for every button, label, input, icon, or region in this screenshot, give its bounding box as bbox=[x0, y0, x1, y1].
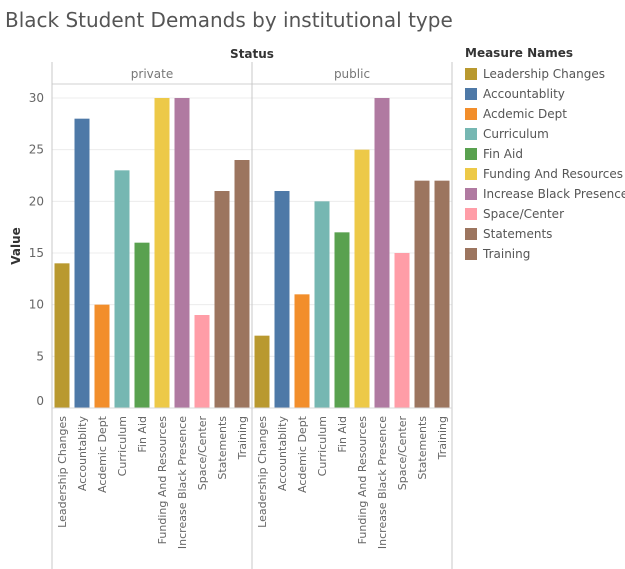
bar bbox=[354, 149, 370, 408]
legend-items: Leadership Changes Accountablity Acdemic D… bbox=[465, 64, 625, 264]
y-tick-label: 20 bbox=[29, 194, 44, 208]
x-tick-label: Funding And Resources bbox=[356, 416, 369, 545]
bar bbox=[334, 232, 350, 408]
y-tick-label: 15 bbox=[29, 246, 44, 260]
legend-swatch bbox=[465, 248, 477, 260]
x-tick-label: Curriculum bbox=[116, 416, 129, 476]
legend-label: Leadership Changes bbox=[483, 67, 605, 81]
bar bbox=[394, 253, 410, 408]
x-tick-label: Accountablity bbox=[76, 416, 89, 492]
legend-swatch bbox=[465, 108, 477, 120]
bar bbox=[374, 98, 390, 408]
legend-item[interactable]: Training bbox=[465, 244, 625, 264]
legend-swatch bbox=[465, 148, 477, 160]
panel-header: public bbox=[334, 67, 370, 81]
bar bbox=[174, 98, 190, 408]
legend-swatch bbox=[465, 188, 477, 200]
bar bbox=[274, 191, 290, 408]
bar bbox=[234, 160, 250, 408]
bar bbox=[54, 263, 70, 408]
legend-swatch bbox=[465, 168, 477, 180]
legend-swatch bbox=[465, 68, 477, 80]
bar bbox=[114, 170, 130, 408]
bar bbox=[294, 294, 310, 408]
bar bbox=[254, 335, 270, 408]
legend: Measure Names Leadership Changes Accounta… bbox=[465, 46, 625, 264]
x-tick-label: Training bbox=[236, 416, 249, 460]
bar bbox=[74, 118, 90, 409]
legend-item[interactable]: Accountablity bbox=[465, 84, 625, 104]
y-axis-label: Value bbox=[9, 227, 23, 265]
legend-item[interactable]: Fin Aid bbox=[465, 144, 625, 164]
bar bbox=[434, 180, 450, 408]
legend-item[interactable]: Acdemic Dept bbox=[465, 104, 625, 124]
legend-item[interactable]: Space/Center bbox=[465, 204, 625, 224]
y-tick-label: 25 bbox=[29, 143, 44, 157]
y-tick-label: 10 bbox=[29, 298, 44, 312]
x-tick-label: Leadership Changes bbox=[56, 416, 69, 528]
x-tick-label: Acdemic Dept bbox=[296, 415, 309, 493]
x-tick-label: Increase Black Presence bbox=[376, 416, 389, 549]
x-tick-label: Acdemic Dept bbox=[96, 415, 109, 493]
chart-title: Black Student Demands by institutional t… bbox=[5, 8, 453, 32]
y-tick-label: 0 bbox=[36, 394, 44, 408]
legend-swatch bbox=[465, 228, 477, 240]
x-tick-label: Statements bbox=[416, 416, 429, 480]
legend-label: Statements bbox=[483, 227, 553, 241]
panel-header: private bbox=[131, 67, 173, 81]
x-tick-label: Fin Aid bbox=[336, 416, 349, 453]
legend-item[interactable]: Curriculum bbox=[465, 124, 625, 144]
x-tick-label: Statements bbox=[216, 416, 229, 480]
x-tick-label: Accountablity bbox=[276, 416, 289, 492]
x-tick-label: Space/Center bbox=[196, 416, 209, 491]
x-tick-label: Curriculum bbox=[316, 416, 329, 476]
bar bbox=[214, 191, 230, 408]
bar bbox=[194, 315, 210, 408]
legend-item[interactable]: Funding And Resources bbox=[465, 164, 625, 184]
legend-item[interactable]: Leadership Changes bbox=[465, 64, 625, 84]
facet-title: Status bbox=[230, 47, 274, 61]
legend-item[interactable]: Increase Black Presence bbox=[465, 184, 625, 204]
legend-label: Fin Aid bbox=[483, 147, 523, 161]
legend-label: Accountablity bbox=[483, 87, 565, 101]
legend-swatch bbox=[465, 128, 477, 140]
bar bbox=[314, 201, 330, 408]
x-tick-label: Increase Black Presence bbox=[176, 416, 189, 549]
bar bbox=[154, 98, 170, 408]
x-tick-label: Fin Aid bbox=[136, 416, 149, 453]
x-tick-label: Training bbox=[436, 416, 449, 460]
legend-item[interactable]: Statements bbox=[465, 224, 625, 244]
x-tick-label: Space/Center bbox=[396, 416, 409, 491]
legend-swatch bbox=[465, 208, 477, 220]
legend-label: Curriculum bbox=[483, 127, 549, 141]
legend-label: Space/Center bbox=[483, 207, 564, 221]
bar bbox=[134, 242, 150, 408]
y-tick-label: 30 bbox=[29, 91, 44, 105]
legend-label: Acdemic Dept bbox=[483, 107, 567, 121]
legend-label: Funding And Resources bbox=[483, 167, 623, 181]
y-tick-label: 5 bbox=[36, 349, 44, 363]
legend-title: Measure Names bbox=[465, 46, 574, 60]
legend-swatch bbox=[465, 88, 477, 100]
x-tick-label: Leadership Changes bbox=[256, 416, 269, 528]
legend-label: Training bbox=[483, 247, 531, 261]
bar bbox=[94, 304, 110, 408]
bar bbox=[414, 180, 430, 408]
legend-label: Increase Black Presence bbox=[483, 187, 625, 201]
x-tick-label: Funding And Resources bbox=[156, 416, 169, 545]
